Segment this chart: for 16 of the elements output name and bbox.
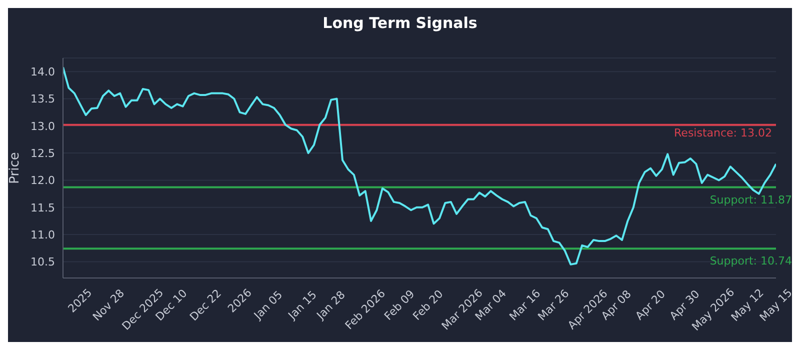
y-axis-title: Price: [8, 152, 23, 184]
y-tick-label: 11.0: [30, 228, 55, 242]
y-tick-label: 11.5: [30, 201, 55, 214]
y-tick-label: 10.5: [30, 256, 55, 269]
y-tick-label: 13.0: [30, 120, 55, 133]
ref-line-label: Resistance: 13.02: [674, 126, 772, 140]
x-tick-label: Jan 05: [250, 288, 286, 323]
chart-title: Long Term Signals: [322, 14, 478, 32]
x-tick-label: Dec 22: [187, 286, 224, 324]
y-tick-label: 12.0: [30, 174, 55, 188]
y-tick-label: 13.5: [30, 92, 55, 106]
x-tick-label: Apr 20: [633, 288, 668, 323]
y-tick-label: 12.5: [30, 146, 55, 160]
ref-line-label: Support: 11.87: [710, 193, 792, 206]
ref-line-label: Support: 10.74: [710, 254, 792, 268]
y-tick-label: 14.0: [30, 65, 55, 78]
